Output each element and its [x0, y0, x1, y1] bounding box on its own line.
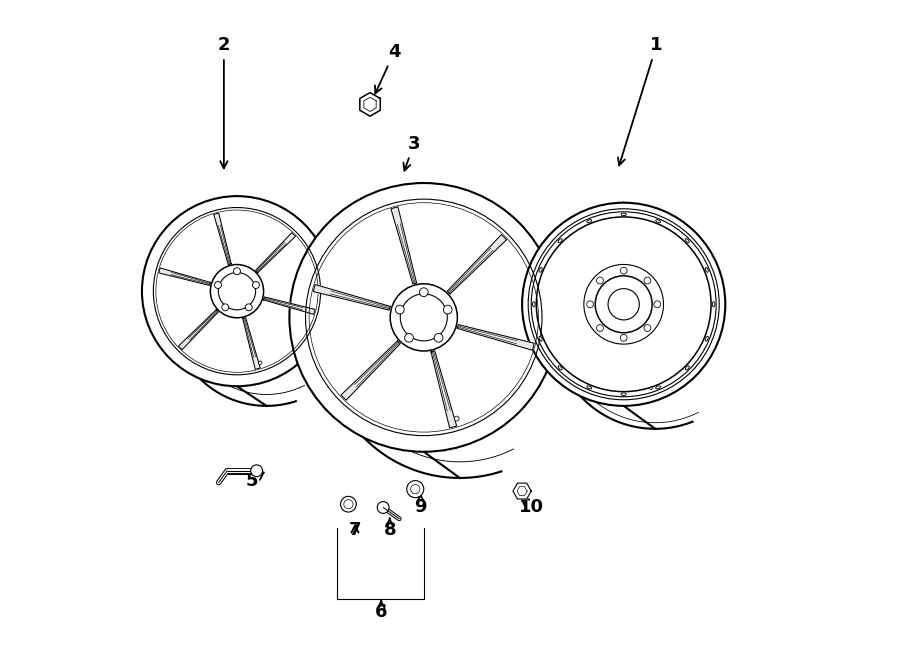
Polygon shape	[341, 341, 400, 400]
Circle shape	[419, 288, 428, 297]
Ellipse shape	[712, 301, 715, 307]
Circle shape	[214, 282, 221, 288]
Circle shape	[233, 268, 240, 275]
Circle shape	[597, 277, 603, 284]
Circle shape	[595, 276, 652, 332]
Circle shape	[211, 264, 264, 318]
Polygon shape	[243, 318, 260, 369]
Text: 4: 4	[375, 43, 401, 93]
Ellipse shape	[558, 366, 562, 370]
Circle shape	[405, 333, 413, 342]
Polygon shape	[457, 325, 535, 350]
Text: 9: 9	[414, 495, 427, 516]
Text: 6: 6	[375, 600, 387, 621]
Ellipse shape	[621, 393, 626, 395]
Ellipse shape	[656, 386, 661, 389]
Polygon shape	[256, 233, 295, 272]
Circle shape	[221, 304, 229, 311]
Circle shape	[407, 481, 424, 498]
Text: 8: 8	[383, 518, 396, 539]
Polygon shape	[213, 213, 231, 264]
Circle shape	[597, 325, 603, 331]
Ellipse shape	[621, 213, 626, 215]
Ellipse shape	[539, 268, 542, 272]
Circle shape	[587, 301, 593, 308]
Polygon shape	[360, 93, 381, 116]
Text: 2: 2	[218, 36, 230, 169]
Ellipse shape	[587, 219, 591, 223]
Circle shape	[340, 496, 356, 512]
Circle shape	[444, 305, 452, 314]
Text: 10: 10	[519, 496, 544, 516]
Polygon shape	[264, 297, 315, 315]
Ellipse shape	[706, 268, 708, 272]
Circle shape	[253, 282, 259, 288]
Polygon shape	[313, 284, 391, 310]
Polygon shape	[391, 207, 417, 284]
Circle shape	[377, 502, 389, 514]
Circle shape	[290, 183, 558, 451]
Polygon shape	[431, 351, 456, 428]
Ellipse shape	[533, 301, 536, 307]
Ellipse shape	[558, 239, 562, 243]
Circle shape	[391, 284, 457, 351]
Circle shape	[644, 277, 651, 284]
Text: 7: 7	[348, 522, 361, 539]
Circle shape	[522, 203, 725, 406]
Text: 5: 5	[246, 472, 264, 490]
Ellipse shape	[656, 219, 661, 223]
Ellipse shape	[685, 239, 689, 243]
Circle shape	[620, 267, 627, 274]
Circle shape	[434, 333, 443, 342]
Text: 1: 1	[618, 36, 662, 165]
Ellipse shape	[587, 386, 591, 389]
Circle shape	[258, 361, 262, 364]
Circle shape	[251, 465, 263, 477]
Circle shape	[395, 305, 404, 314]
Polygon shape	[158, 268, 211, 286]
Ellipse shape	[685, 366, 689, 370]
Circle shape	[653, 301, 661, 308]
Ellipse shape	[706, 336, 708, 341]
Circle shape	[454, 416, 459, 421]
Text: 3: 3	[403, 135, 420, 171]
Polygon shape	[513, 483, 531, 499]
Circle shape	[650, 387, 652, 389]
Polygon shape	[447, 235, 507, 294]
Ellipse shape	[539, 336, 542, 341]
Polygon shape	[178, 310, 219, 350]
Circle shape	[620, 334, 627, 341]
Circle shape	[142, 196, 332, 386]
Circle shape	[644, 325, 651, 331]
Circle shape	[246, 304, 252, 311]
